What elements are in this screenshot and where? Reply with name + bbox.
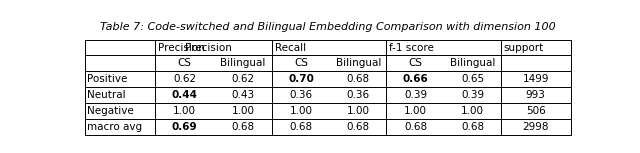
Text: Negative: Negative — [88, 106, 134, 116]
Text: 0.66: 0.66 — [403, 74, 428, 84]
Text: 0.39: 0.39 — [404, 90, 427, 100]
Text: Table 7: Code-switched and Bilingual Embedding Comparison with dimension 100: Table 7: Code-switched and Bilingual Emb… — [100, 22, 556, 32]
Text: 0.69: 0.69 — [172, 122, 197, 132]
Text: 1.00: 1.00 — [173, 106, 196, 116]
Text: 506: 506 — [526, 106, 546, 116]
Text: support: support — [503, 43, 543, 52]
Text: Bilingual: Bilingual — [450, 58, 495, 68]
Text: f-1 score: f-1 score — [389, 43, 434, 52]
Text: 2998: 2998 — [522, 122, 549, 132]
Text: 0.68: 0.68 — [232, 122, 255, 132]
Text: 0.43: 0.43 — [232, 90, 255, 100]
Text: 0.39: 0.39 — [461, 90, 484, 100]
Text: macro avg: macro avg — [88, 122, 143, 132]
Text: 0.70: 0.70 — [289, 74, 314, 84]
Text: Bilingual: Bilingual — [336, 58, 381, 68]
Text: 993: 993 — [526, 90, 546, 100]
Text: CS: CS — [408, 58, 422, 68]
Text: 0.68: 0.68 — [347, 122, 370, 132]
Text: Recall: Recall — [275, 43, 306, 52]
Text: 0.44: 0.44 — [172, 90, 198, 100]
Text: 0.36: 0.36 — [290, 90, 313, 100]
Text: 0.65: 0.65 — [461, 74, 484, 84]
Text: CS: CS — [178, 58, 191, 68]
Text: 1.00: 1.00 — [290, 106, 313, 116]
Text: CS: CS — [294, 58, 308, 68]
Text: 0.68: 0.68 — [461, 122, 484, 132]
Text: 1.00: 1.00 — [404, 106, 427, 116]
Text: 1.00: 1.00 — [232, 106, 255, 116]
Text: 1.00: 1.00 — [347, 106, 370, 116]
Text: 0.68: 0.68 — [347, 74, 370, 84]
Text: Precision: Precision — [158, 43, 205, 52]
Text: 0.62: 0.62 — [173, 74, 196, 84]
Text: 0.68: 0.68 — [290, 122, 313, 132]
Text: Positive: Positive — [88, 74, 128, 84]
Text: 1499: 1499 — [522, 74, 549, 84]
Text: 1.00: 1.00 — [461, 106, 484, 116]
Text: 0.62: 0.62 — [232, 74, 255, 84]
Text: Precision: Precision — [184, 43, 232, 52]
Text: Neutral: Neutral — [88, 90, 126, 100]
Text: 0.36: 0.36 — [347, 90, 370, 100]
Text: 0.68: 0.68 — [404, 122, 427, 132]
Text: Bilingual: Bilingual — [220, 58, 266, 68]
